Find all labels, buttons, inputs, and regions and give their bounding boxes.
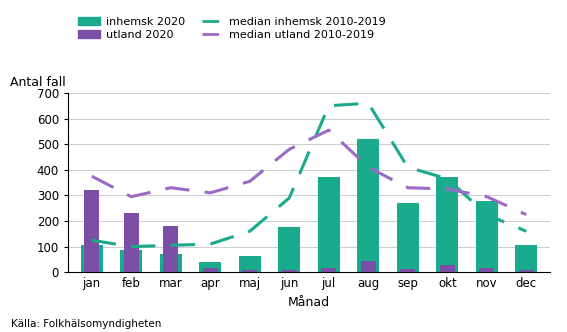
Bar	[321, 268, 336, 272]
Bar	[361, 261, 376, 272]
Bar	[318, 178, 340, 272]
X-axis label: Månad: Månad	[288, 296, 330, 309]
Bar	[160, 254, 181, 272]
Bar	[400, 269, 416, 272]
Bar	[476, 201, 498, 272]
Bar	[200, 262, 221, 272]
Bar	[397, 203, 418, 272]
Bar	[163, 226, 179, 272]
Bar	[242, 270, 257, 272]
Bar	[515, 245, 537, 272]
Bar	[239, 256, 261, 272]
Bar	[84, 190, 99, 272]
Bar	[278, 227, 300, 272]
Bar	[357, 139, 379, 272]
Legend: inhemsk 2020, utland 2020, median inhemsk 2010-2019, median utland 2010-2019: inhemsk 2020, utland 2020, median inhems…	[74, 13, 391, 45]
Bar	[124, 213, 139, 272]
Bar	[282, 270, 297, 272]
Text: Antal fall: Antal fall	[10, 76, 66, 89]
Bar	[120, 250, 142, 272]
Text: Källa: Folkhälsomyndigheten: Källa: Folkhälsomyndigheten	[11, 319, 162, 329]
Bar	[519, 271, 534, 272]
Bar	[479, 268, 494, 272]
Bar	[81, 245, 103, 272]
Bar	[437, 178, 458, 272]
Bar	[439, 265, 455, 272]
Bar	[202, 268, 218, 272]
